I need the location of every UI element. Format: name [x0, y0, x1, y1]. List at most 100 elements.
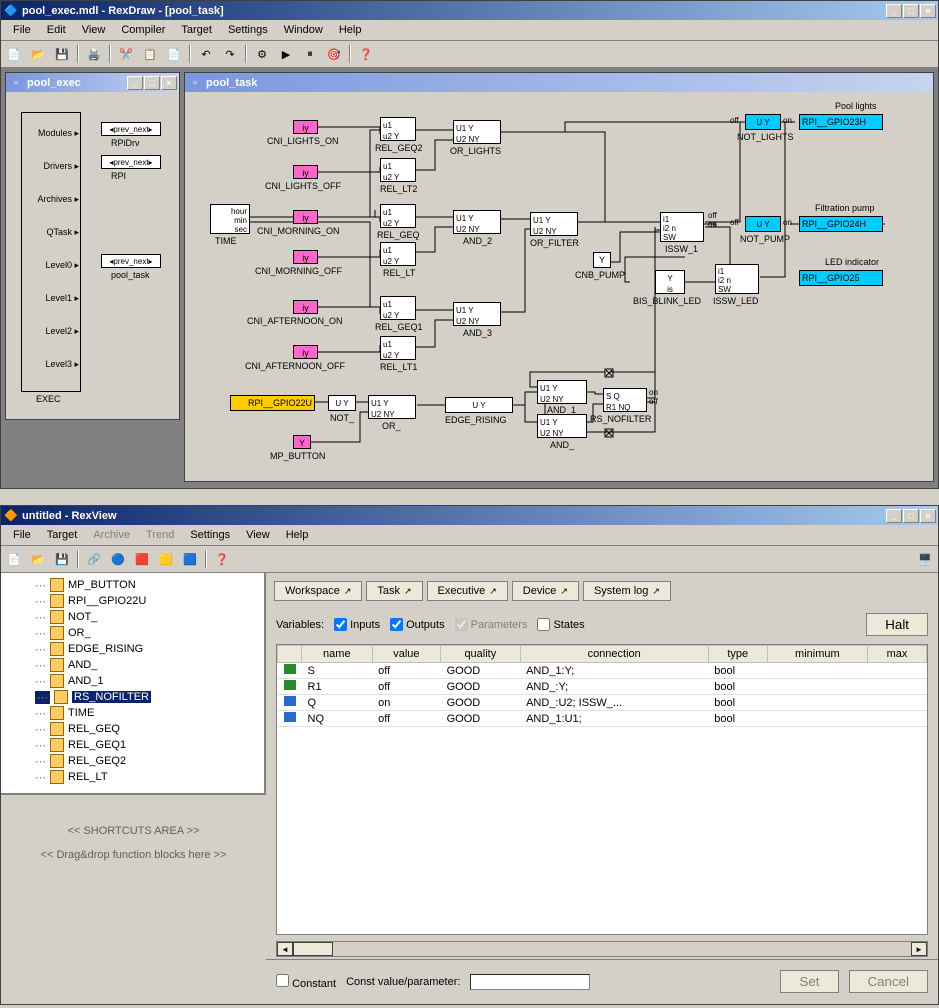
block-rpi-gpio23h[interactable]: RPI__GPIO23H	[799, 114, 883, 130]
menu-trend[interactable]: Trend	[138, 527, 182, 543]
tree-item-edge_rising[interactable]: ⋯EDGE_RISING	[5, 641, 260, 657]
halt-button[interactable]: Halt	[866, 613, 928, 636]
block-not-pump[interactable]: U Y	[745, 216, 781, 232]
block-cni-lights-off[interactable]: iy	[293, 165, 318, 179]
block-rel-lt2[interactable]: u1u2 Y	[380, 158, 416, 182]
table-row[interactable]: NQoffGOODAND_1:U1;bool	[278, 711, 927, 727]
popout-icon[interactable]: ↗	[652, 586, 660, 597]
block-cni-lights-on[interactable]: iy	[293, 120, 318, 134]
block-rel-geq[interactable]: u1u2 Y	[380, 204, 416, 228]
block-cnb-pump[interactable]: Y	[593, 252, 611, 268]
connect-icon[interactable]: 🔗	[83, 548, 105, 570]
shortcuts-area[interactable]: << SHORTCUTS AREA >> << Drag&drop functi…	[1, 793, 266, 993]
minimize-button[interactable]: _	[127, 76, 143, 90]
exec-conn-rpidrv[interactable]: ◂prev_next▸	[101, 122, 161, 136]
block-rel-geq1[interactable]: u1u2 Y	[380, 296, 416, 320]
redo-icon[interactable]: ↷	[219, 43, 241, 65]
rexdraw-titlebar[interactable]: 🔷 pool_exec.mdl - RexDraw - [pool_task] …	[1, 1, 938, 20]
target-icon[interactable]: 🎯	[323, 43, 345, 65]
table-row[interactable]: QonGOODAND_:U2; ISSW_...bool	[278, 695, 927, 711]
tree-item-rel_geq1[interactable]: ⋯REL_GEQ1	[5, 737, 260, 753]
help-icon[interactable]: ❓	[211, 548, 233, 570]
task-titlebar[interactable]: ▫ pool_task	[185, 73, 933, 92]
monitor-icon[interactable]: 🖥️	[914, 548, 936, 570]
rexview-titlebar[interactable]: 🔶 untitled - RexView _ □ ×	[1, 506, 938, 525]
scroll-right-icon[interactable]: ►	[911, 942, 927, 956]
menu-file[interactable]: File	[5, 22, 39, 38]
block-cni-afternoon-on[interactable]: iy	[293, 300, 318, 314]
run2-icon[interactable]: ⏸	[299, 43, 321, 65]
open-icon[interactable]: 📂	[27, 43, 49, 65]
col-type[interactable]: type	[708, 646, 767, 663]
copy-icon[interactable]: 📋	[139, 43, 161, 65]
tool-icon[interactable]: 🔵	[107, 548, 129, 570]
block-or-lights[interactable]: U1 YU2 NY	[453, 120, 501, 144]
block-rel-lt1[interactable]: u1u2 Y	[380, 336, 416, 360]
block-or-filter[interactable]: U1 YU2 NY	[530, 212, 578, 236]
menu-compiler[interactable]: Compiler	[113, 22, 173, 38]
help-icon[interactable]: ❓	[355, 43, 377, 65]
save-icon[interactable]: 💾	[51, 43, 73, 65]
minimize-button[interactable]: _	[886, 509, 902, 523]
block-time[interactable]: hourminsec	[210, 204, 250, 234]
exec-block[interactable]: Modules ▸Drivers ▸Archives ▸QTask ▸Level…	[21, 112, 81, 392]
tab-task[interactable]: Task↗	[366, 581, 422, 601]
cut-icon[interactable]: ✂️	[115, 43, 137, 65]
tree-item-and_[interactable]: ⋯AND_	[5, 657, 260, 673]
menu-target[interactable]: Target	[173, 22, 220, 38]
inputs-checkbox[interactable]: Inputs	[334, 618, 380, 631]
block-and-2[interactable]: U1 YU2 NY	[453, 210, 501, 234]
tree-item-rs_nofilter[interactable]: ⋯RS_NOFILTER	[5, 689, 260, 705]
tool-icon[interactable]: 🟦	[179, 548, 201, 570]
tab-executive[interactable]: Executive↗	[427, 581, 508, 601]
menu-archive[interactable]: Archive	[85, 527, 138, 543]
tab-device[interactable]: Device↗	[512, 581, 579, 601]
block-issw-led[interactable]: i1i2 nSW	[715, 264, 759, 294]
variables-table[interactable]: namevaluequalityconnectiontypeminimummax…	[276, 644, 928, 935]
minimize-button[interactable]: _	[886, 4, 902, 18]
exec-conn-pool_task[interactable]: ◂prev_next▸	[101, 254, 161, 268]
tree-item-rel_geq2[interactable]: ⋯REL_GEQ2	[5, 753, 260, 769]
undo-icon[interactable]: ↶	[195, 43, 217, 65]
tree-item-rel_geq[interactable]: ⋯REL_GEQ	[5, 721, 260, 737]
popout-icon[interactable]: ↗	[560, 586, 568, 597]
parameters-checkbox[interactable]: Parameters	[455, 618, 528, 631]
exec-conn-rpi[interactable]: ◂prev_next▸	[101, 155, 161, 169]
menu-help[interactable]: Help	[331, 22, 370, 38]
tree-item-time[interactable]: ⋯TIME	[5, 705, 260, 721]
block-mp-button[interactable]: Y	[293, 435, 311, 449]
block-bis-blink[interactable]: Yis	[655, 270, 685, 294]
menu-settings[interactable]: Settings	[220, 22, 276, 38]
tree-item-rpi__gpio22u[interactable]: ⋯RPI__GPIO22U	[5, 593, 260, 609]
block-rpi-gpio22u[interactable]: RPI__GPIO22U	[230, 395, 315, 411]
col-quality[interactable]: quality	[441, 646, 521, 663]
tree-item-and_1[interactable]: ⋯AND_1	[5, 673, 260, 689]
table-row[interactable]: R1offGOODAND_:Y;bool	[278, 679, 927, 695]
compile-icon[interactable]: ⚙	[251, 43, 273, 65]
menu-help[interactable]: Help	[278, 527, 317, 543]
block-and-1[interactable]: U1 YU2 NY	[537, 380, 587, 404]
paste-icon[interactable]: 📄	[163, 43, 185, 65]
tree-item-mp_button[interactable]: ⋯MP_BUTTON	[5, 577, 260, 593]
block-and[interactable]: U1 YU2 NY	[537, 414, 587, 438]
menu-view[interactable]: View	[74, 22, 114, 38]
block-rpi-gpio25[interactable]: RPI__GPIO25	[799, 270, 883, 286]
popout-icon[interactable]: ↗	[489, 586, 497, 597]
tool-icon[interactable]: 🟨	[155, 548, 177, 570]
block-rel-geq2[interactable]: u1u2 Y	[380, 117, 416, 141]
close-button[interactable]: ×	[920, 4, 936, 18]
table-row[interactable]: SoffGOODAND_1:Y;bool	[278, 663, 927, 679]
block-edge-rising[interactable]: U Y	[445, 397, 513, 413]
rexview-tree[interactable]: ⋯MP_BUTTON⋯RPI__GPIO22U⋯NOT_⋯OR_⋯EDGE_RI…	[1, 573, 266, 793]
new-icon[interactable]: 📄	[3, 43, 25, 65]
exec-titlebar[interactable]: ▫ pool_exec _ □ ×	[6, 73, 179, 92]
maximize-button[interactable]: □	[144, 76, 160, 90]
open-icon[interactable]: 📂	[27, 548, 49, 570]
block-rs-nofilter[interactable]: S QR1 NQ	[603, 388, 647, 412]
block-rpi-gpio24h[interactable]: RPI__GPIO24H	[799, 216, 883, 232]
col-connection[interactable]: connection	[520, 646, 708, 663]
states-checkbox[interactable]: States	[537, 618, 584, 631]
maximize-button[interactable]: □	[903, 4, 919, 18]
col-minimum[interactable]: minimum	[767, 646, 867, 663]
tree-item-or_[interactable]: ⋯OR_	[5, 625, 260, 641]
